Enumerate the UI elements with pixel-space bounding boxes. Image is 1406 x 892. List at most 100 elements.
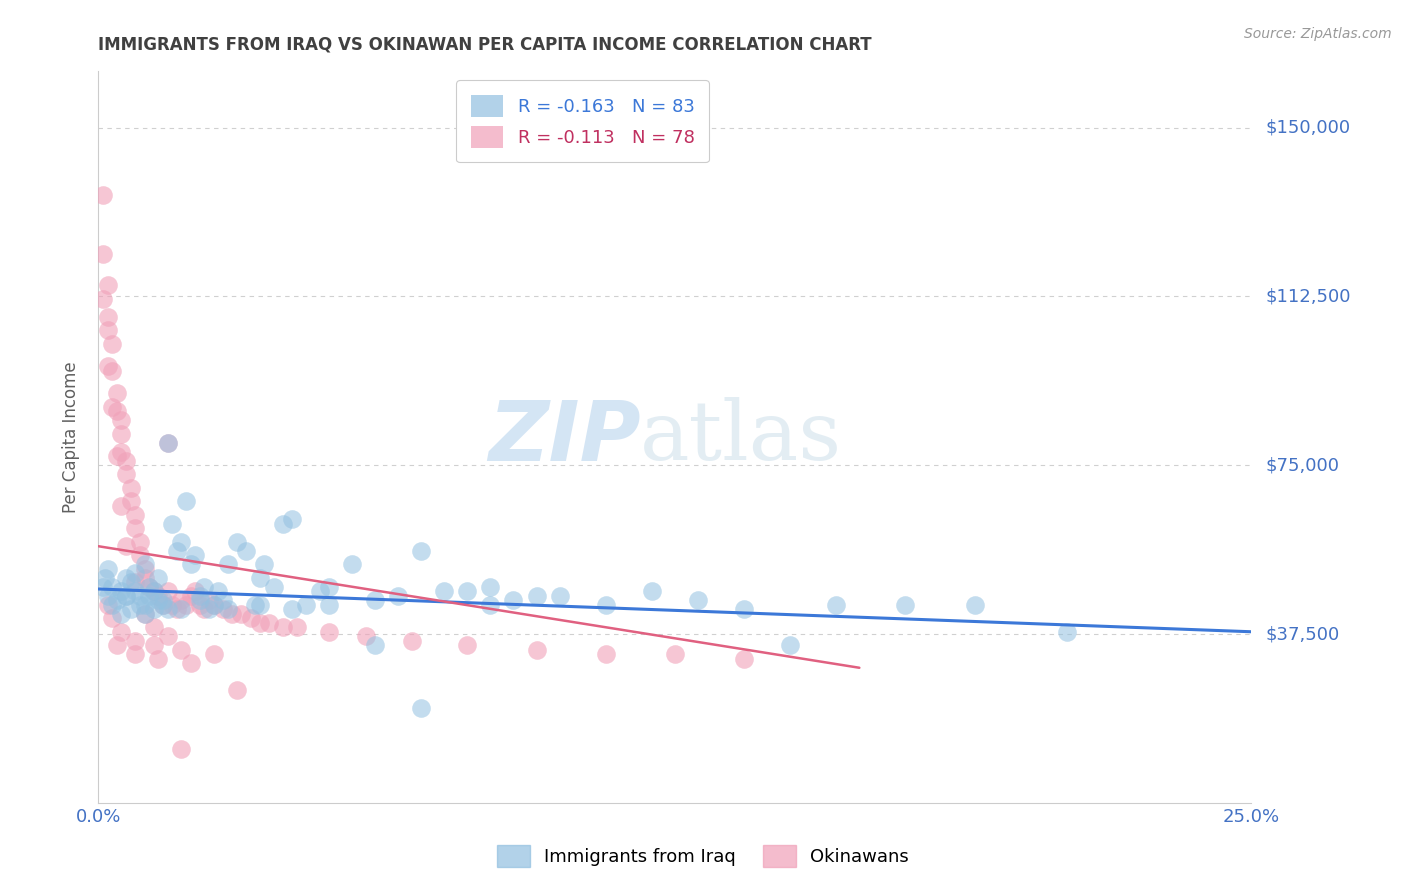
Point: [124, 633, 146, 648]
Point: [124, 508, 146, 522]
Point: [134, 607, 156, 621]
Point: [97, 278, 120, 293]
Point: [97, 310, 120, 324]
Point: [134, 571, 156, 585]
Point: [148, 589, 170, 603]
Point: [188, 593, 211, 607]
Point: [97, 562, 120, 576]
Point: [235, 543, 257, 558]
Text: atlas: atlas: [640, 397, 842, 477]
Point: [105, 404, 128, 418]
Point: [101, 364, 124, 378]
Point: [456, 584, 478, 599]
Point: [115, 467, 138, 482]
Point: [245, 598, 267, 612]
Point: [825, 598, 848, 612]
Point: [105, 386, 128, 401]
Point: [97, 359, 120, 374]
Point: [156, 602, 179, 616]
Point: [170, 534, 193, 549]
Point: [94, 571, 117, 585]
Point: [142, 620, 165, 634]
Point: [142, 602, 165, 616]
Point: [148, 593, 170, 607]
Point: [105, 449, 128, 463]
Point: [318, 598, 340, 612]
Point: [124, 566, 146, 581]
Point: [249, 598, 271, 612]
Point: [963, 598, 986, 612]
Point: [91, 580, 114, 594]
Point: [174, 494, 197, 508]
Point: [184, 584, 207, 599]
Point: [129, 548, 152, 562]
Point: [170, 741, 193, 756]
Point: [502, 593, 524, 607]
Point: [134, 558, 156, 572]
Point: [595, 647, 617, 661]
Point: [124, 575, 146, 590]
Point: [733, 602, 755, 616]
Point: [308, 584, 330, 599]
Point: [1056, 624, 1078, 639]
Point: [249, 615, 271, 630]
Text: IMMIGRANTS FROM IRAQ VS OKINAWAN PER CAPITA INCOME CORRELATION CHART: IMMIGRANTS FROM IRAQ VS OKINAWAN PER CAP…: [98, 36, 872, 54]
Point: [548, 589, 571, 603]
Point: [271, 620, 294, 634]
Point: [188, 598, 211, 612]
Point: [686, 593, 709, 607]
Point: [779, 638, 801, 652]
Point: [188, 589, 211, 603]
Point: [129, 534, 152, 549]
Y-axis label: Per Capita Income: Per Capita Income: [62, 361, 80, 513]
Point: [231, 607, 253, 621]
Point: [249, 571, 271, 585]
Point: [110, 584, 132, 599]
Point: [129, 598, 152, 612]
Point: [101, 336, 124, 351]
Point: [142, 584, 165, 599]
Point: [138, 580, 160, 594]
Point: [184, 548, 207, 562]
Point: [160, 516, 183, 531]
Point: [160, 598, 183, 612]
Point: [664, 647, 686, 661]
Point: [142, 584, 165, 599]
Point: [401, 633, 423, 648]
Point: [134, 598, 156, 612]
Point: [364, 638, 387, 652]
Point: [170, 642, 193, 657]
Point: [641, 584, 664, 599]
Point: [97, 598, 120, 612]
Point: [120, 494, 142, 508]
Point: [115, 589, 138, 603]
Point: [152, 598, 174, 612]
Point: [180, 657, 202, 671]
Point: [295, 598, 318, 612]
Point: [101, 611, 124, 625]
Point: [166, 602, 188, 616]
Text: $112,500: $112,500: [1265, 287, 1351, 305]
Point: [174, 598, 197, 612]
Point: [318, 580, 340, 594]
Point: [411, 543, 433, 558]
Text: $75,000: $75,000: [1265, 456, 1340, 475]
Point: [202, 598, 225, 612]
Point: [115, 589, 138, 603]
Point: [733, 652, 755, 666]
Point: [138, 580, 160, 594]
Point: [456, 638, 478, 652]
Point: [433, 584, 456, 599]
Legend: R = -0.163   N = 83, R = -0.113   N = 78: R = -0.163 N = 83, R = -0.113 N = 78: [457, 80, 709, 162]
Point: [110, 426, 132, 441]
Point: [105, 638, 128, 652]
Point: [110, 607, 132, 621]
Point: [198, 602, 221, 616]
Point: [124, 584, 146, 599]
Point: [479, 580, 502, 594]
Point: [115, 453, 138, 467]
Point: [202, 598, 225, 612]
Point: [595, 598, 617, 612]
Point: [101, 598, 124, 612]
Point: [152, 593, 174, 607]
